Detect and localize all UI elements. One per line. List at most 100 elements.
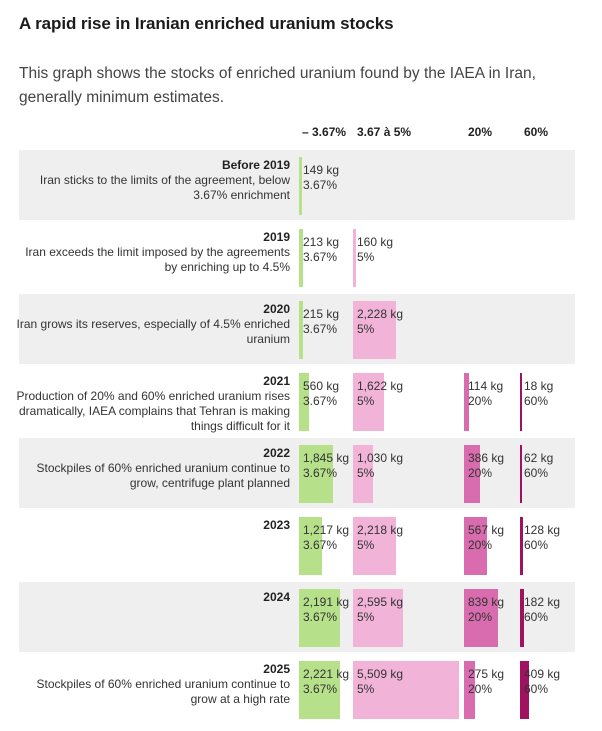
row-desc-text: Production of 20% and 60% enriched urani… xyxy=(16,389,291,433)
value-enrichment: 3.67% xyxy=(303,250,338,264)
value-enrichment: 5% xyxy=(357,322,375,336)
value-enrichment: 5% xyxy=(357,250,375,264)
row-desc-text: Iran exceeds the limit imposed by the ag… xyxy=(25,245,290,274)
value-kg: 839 kg xyxy=(468,595,505,609)
row-description: 2024 xyxy=(10,590,290,605)
row-description: Before 2019 Iran sticks to the limits of … xyxy=(10,158,290,203)
value-label: 18 kg 60% xyxy=(524,379,553,409)
value-label: 2,595 kg 5% xyxy=(357,595,403,625)
table-row: Before 2019 Iran sticks to the limits of … xyxy=(19,150,575,220)
value-label: 160 kg 5% xyxy=(357,235,393,265)
value-kg: 215 kg xyxy=(303,307,340,321)
chart-title: A rapid rise in Iranian enriched uranium… xyxy=(19,14,394,33)
column-header-c5: 3.67 à 5% xyxy=(357,125,412,139)
value-label: 2,228 kg 5% xyxy=(357,307,403,337)
bar-c367 xyxy=(299,661,341,719)
value-kg: 213 kg xyxy=(303,235,340,249)
bar-c60 xyxy=(520,517,523,575)
value-enrichment: 3.67% xyxy=(303,610,338,624)
value-enrichment: 3.67% xyxy=(303,466,338,480)
row-description: 2022 Stockpiles of 60% enriched uranium c… xyxy=(10,446,290,491)
value-label: 149 kg 3.67% xyxy=(303,163,339,193)
row-year: 2025 xyxy=(263,662,290,676)
value-kg: 182 kg xyxy=(524,595,561,609)
value-label: 215 kg 3.67% xyxy=(303,307,339,337)
row-desc-text: Iran sticks to the limits of the agreeme… xyxy=(39,173,290,202)
value-kg: 149 kg xyxy=(303,163,340,177)
bar-c367 xyxy=(299,229,303,287)
value-label: 567 kg 20% xyxy=(468,523,504,553)
bar-c367 xyxy=(299,445,334,503)
value-kg: 2,191 kg xyxy=(303,595,350,609)
row-year: 2020 xyxy=(263,302,290,316)
row-year: Before 2019 xyxy=(221,158,290,172)
value-enrichment: 20% xyxy=(468,610,493,624)
value-label: 1,217 kg 3.67% xyxy=(303,523,349,553)
value-kg: 160 kg xyxy=(357,235,394,249)
value-label: 560 kg 3.67% xyxy=(303,379,339,409)
value-enrichment: 20% xyxy=(468,466,493,480)
bar-c367 xyxy=(299,301,303,359)
value-label: 1,622 kg 5% xyxy=(357,379,403,409)
bar-c20 xyxy=(464,661,476,719)
value-enrichment: 60% xyxy=(524,394,549,408)
value-enrichment: 3.67% xyxy=(303,178,338,192)
value-label: 114 kg 20% xyxy=(468,379,503,409)
value-label: 182 kg 60% xyxy=(524,595,560,625)
table-row: 2023 1,217 kg 3.67% 2,218 kg 5% 567 kg 20% 128 … xyxy=(19,510,575,580)
value-kg: 2,221 kg xyxy=(303,667,350,681)
row-description: 2021 Production of 20% and 60% enriched u… xyxy=(10,374,291,434)
row-desc-text: Iran grows its reserves, especially of 4… xyxy=(16,317,290,346)
table-row: 2022 Stockpiles of 60% enriched uranium c… xyxy=(19,438,575,508)
bar-c60 xyxy=(520,373,522,431)
bar-c5 xyxy=(353,445,373,503)
value-enrichment: 60% xyxy=(524,610,549,624)
row-year: 2021 xyxy=(263,374,290,388)
bar-c5 xyxy=(353,661,459,719)
row-description: 2025 Stockpiles of 60% enriched uranium c… xyxy=(10,662,290,707)
bar-c20 xyxy=(464,373,469,431)
bar-c367 xyxy=(299,157,302,215)
value-enrichment: 5% xyxy=(357,610,375,624)
bar-c5 xyxy=(353,229,357,287)
table-row: 2021 Production of 20% and 60% enriched u… xyxy=(17,366,575,436)
value-label: 386 kg 20% xyxy=(468,451,504,481)
value-kg: 2,218 kg xyxy=(357,523,404,537)
bar-c5 xyxy=(353,373,385,431)
row-year: 2019 xyxy=(263,230,290,244)
value-enrichment: 5% xyxy=(357,394,375,408)
row-description: 2019 Iran exceeds the limit imposed by th… xyxy=(10,230,290,275)
value-kg: 409 kg xyxy=(524,667,561,681)
value-kg: 386 kg xyxy=(468,451,505,465)
row-year: 2022 xyxy=(263,446,290,460)
value-enrichment: 5% xyxy=(357,538,375,552)
value-label: 1,030 kg 5% xyxy=(357,451,403,481)
bar-c5 xyxy=(353,301,396,359)
column-header-c60: 60% xyxy=(524,125,549,139)
row-desc-text: Stockpiles of 60% enriched uranium conti… xyxy=(36,461,290,490)
bar-c60 xyxy=(520,445,522,503)
value-kg: 1,622 kg xyxy=(357,379,404,393)
value-label: 275 kg 20% xyxy=(468,667,504,697)
bar-c20 xyxy=(464,589,498,647)
value-label: 213 kg 3.67% xyxy=(303,235,339,265)
row-desc-text: Stockpiles of 60% enriched uranium conti… xyxy=(36,677,290,706)
value-kg: 114 kg xyxy=(468,379,504,393)
value-kg: 128 kg xyxy=(524,523,561,537)
bar-c20 xyxy=(464,445,480,503)
value-enrichment: 20% xyxy=(468,394,493,408)
bar-c60 xyxy=(520,589,525,647)
value-label: 2,218 kg 5% xyxy=(357,523,403,553)
value-enrichment: 5% xyxy=(357,682,375,696)
table-row: 2024 2,191 kg 3.67% 2,595 kg 5% 839 kg 20% 182 … xyxy=(19,582,575,652)
value-kg: 1,030 kg xyxy=(357,451,404,465)
value-enrichment: 3.67% xyxy=(303,682,338,696)
value-kg: 560 kg xyxy=(303,379,340,393)
table-row: 2020 Iran grows its reserves, especially … xyxy=(16,294,575,364)
bar-c5 xyxy=(353,517,396,575)
value-enrichment: 60% xyxy=(524,466,549,480)
table-row: 2025 Stockpiles of 60% enriched uranium c… xyxy=(19,654,575,724)
value-label: 5,509 kg 5% xyxy=(357,667,403,697)
value-label: 409 kg 60% xyxy=(524,667,560,697)
value-label: 839 kg 20% xyxy=(468,595,504,625)
